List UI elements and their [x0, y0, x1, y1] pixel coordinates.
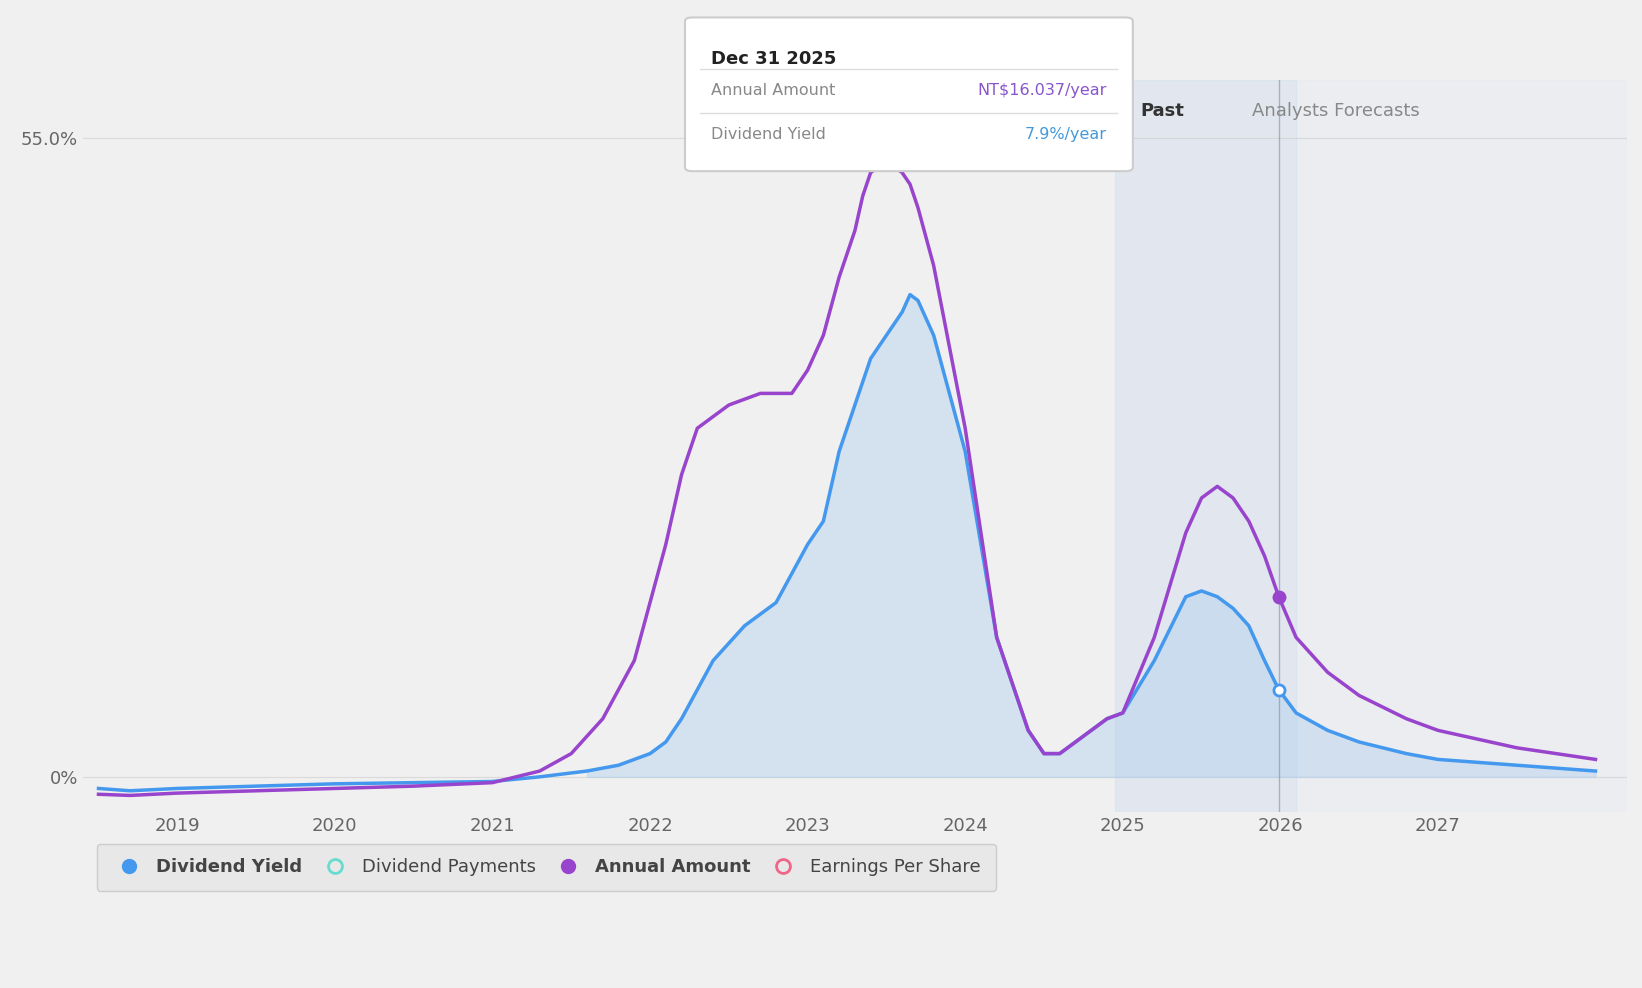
- Text: Dec 31 2025: Dec 31 2025: [711, 50, 837, 68]
- FancyBboxPatch shape: [685, 18, 1133, 171]
- Text: Past: Past: [1140, 103, 1184, 121]
- Text: 7.9%/year: 7.9%/year: [1025, 127, 1107, 142]
- Bar: [1296, 80, 1627, 812]
- Bar: [1115, 80, 1296, 812]
- Text: NT$16.037/year: NT$16.037/year: [977, 83, 1107, 99]
- Text: Analysts Forecasts: Analysts Forecasts: [1251, 103, 1419, 121]
- Text: Dividend Yield: Dividend Yield: [711, 127, 826, 142]
- Text: Annual Amount: Annual Amount: [711, 83, 836, 99]
- Legend: Dividend Yield, Dividend Payments, Annual Amount, Earnings Per Share: Dividend Yield, Dividend Payments, Annua…: [97, 844, 995, 890]
